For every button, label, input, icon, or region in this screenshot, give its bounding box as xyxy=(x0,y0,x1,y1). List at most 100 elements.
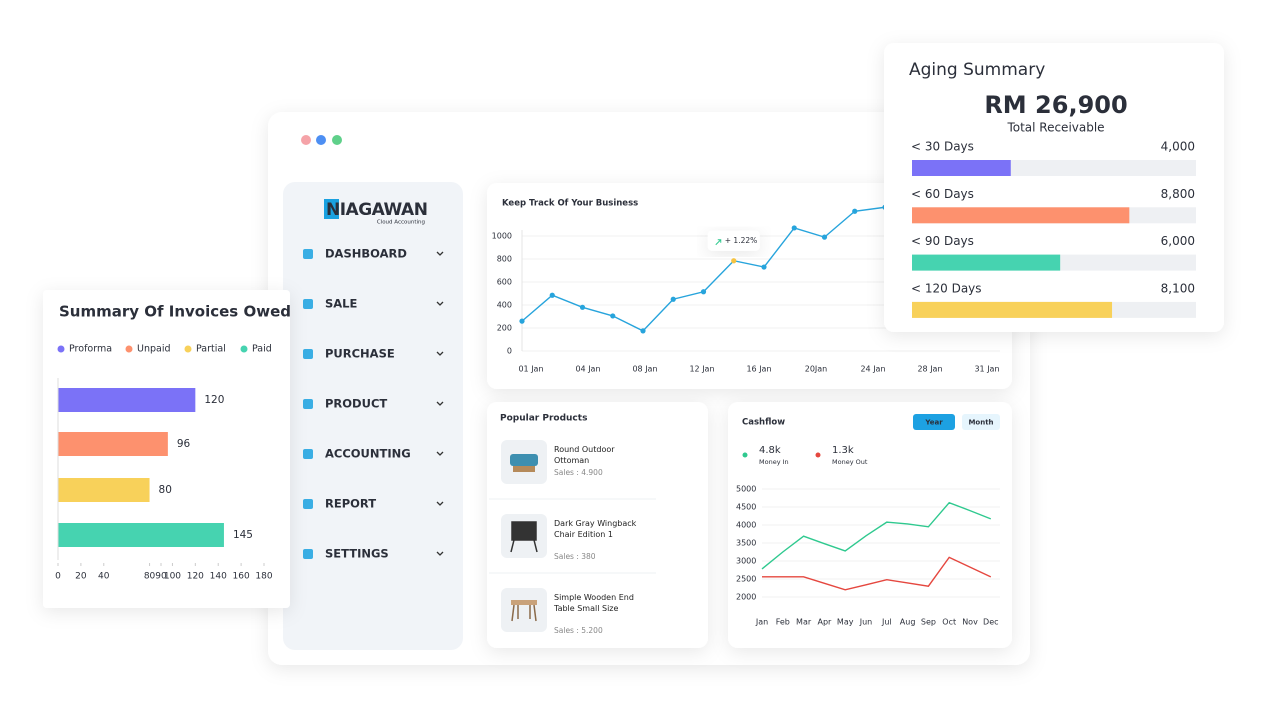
product-sales: Sales : 380 xyxy=(554,552,596,561)
chevron xyxy=(436,551,444,556)
value-label: 120 xyxy=(204,394,224,406)
bar xyxy=(58,478,150,502)
x-tick-label: Aug xyxy=(900,618,916,627)
chevron xyxy=(436,301,444,306)
ottoman-legs xyxy=(513,466,535,472)
x-tick-label: Mar xyxy=(796,618,812,627)
y-tick-label: 400 xyxy=(497,301,512,310)
point xyxy=(821,234,828,240)
chevron xyxy=(436,501,444,506)
window-dot xyxy=(316,135,326,145)
table-top xyxy=(511,600,537,605)
total: RM 26,900 xyxy=(984,91,1127,119)
x-tick-label: 08 Jan xyxy=(632,365,657,374)
value-label: 4,000 xyxy=(1161,140,1195,154)
x-tick-label: 31 Jan xyxy=(974,365,999,374)
bar xyxy=(912,207,1130,224)
x-tick-label: 28 Jan xyxy=(917,365,942,374)
legend-total: 1.3k xyxy=(832,445,854,456)
x-tick-label: Feb xyxy=(776,618,790,627)
x-tick-label: Sep xyxy=(921,618,936,627)
legend-label: Proforma xyxy=(69,344,112,355)
y-tick-label: 0 xyxy=(507,347,512,356)
tab[interactable] xyxy=(913,414,955,430)
legend-label: Paid xyxy=(252,344,272,355)
point xyxy=(579,304,586,310)
menu-icon xyxy=(303,449,313,459)
row-label: < 30 Days xyxy=(911,140,974,154)
menu-icon xyxy=(303,399,313,409)
tab-label: Year xyxy=(924,419,943,427)
legend-dot xyxy=(240,345,248,353)
x-tick-label: 140 xyxy=(210,572,227,582)
window-dot xyxy=(332,135,342,145)
legend-label: Unpaid xyxy=(137,344,171,355)
row-label: < 120 Days xyxy=(911,281,982,295)
y-tick-label: 2500 xyxy=(736,575,756,584)
bar xyxy=(58,432,168,456)
ottoman xyxy=(510,454,538,466)
annotation-arrow xyxy=(715,239,722,246)
x-tick-label: 01 Jan xyxy=(518,365,543,374)
x-tick-label: 0 xyxy=(55,572,61,582)
menu-icon xyxy=(303,499,313,509)
x-tick-label: 12 Jan xyxy=(689,365,714,374)
window-dot xyxy=(301,135,311,145)
point xyxy=(731,258,737,264)
x-tick-label: Apr xyxy=(817,618,832,627)
product-name: Round Outdoor Ottoman xyxy=(554,445,615,465)
row-label: < 60 Days xyxy=(911,187,974,201)
x-tick-label: 04 Jan xyxy=(575,365,600,374)
menu-item: ACCOUNTING xyxy=(325,447,411,461)
x-tick-label: 40 xyxy=(98,572,110,582)
row-label: < 90 Days xyxy=(911,234,974,248)
point xyxy=(549,292,555,298)
logo: NIAGAWAN xyxy=(326,200,427,220)
y-tick-label: 2000 xyxy=(736,593,756,602)
value-label: 6,000 xyxy=(1161,234,1195,248)
point xyxy=(791,225,797,231)
menu-icon xyxy=(303,249,313,259)
point xyxy=(640,328,646,334)
menu-icon xyxy=(303,349,313,359)
chart-title: Summary Of Invoices Owed xyxy=(59,303,291,321)
menu-item: DASHBOARD xyxy=(325,247,407,261)
subtitle: Total Receivable xyxy=(1006,121,1104,135)
menu-icon xyxy=(303,299,313,309)
legend-label: Partial xyxy=(196,344,226,355)
x-tick-label: May xyxy=(837,618,854,627)
legend-total: 4.8k xyxy=(759,445,781,456)
legend-label: Money Out xyxy=(832,458,868,466)
point xyxy=(519,318,525,324)
sidebar xyxy=(283,182,463,650)
y-tick-label: 1000 xyxy=(492,232,512,241)
y-tick-label: 3500 xyxy=(736,539,756,548)
tab[interactable] xyxy=(962,414,1000,430)
x-tick-label: 20 xyxy=(75,572,87,582)
chart-title: Cashflow xyxy=(742,418,785,428)
legend-dot xyxy=(742,452,748,458)
chevron xyxy=(436,351,444,356)
value-label: 80 xyxy=(159,484,172,496)
bar xyxy=(58,388,196,412)
y-tick-label: 3000 xyxy=(736,557,756,566)
legend-dot xyxy=(125,345,133,353)
point xyxy=(610,313,616,319)
legend-dot xyxy=(815,452,821,458)
annotation-box xyxy=(707,230,760,251)
value-label: 8,800 xyxy=(1161,187,1195,201)
menu-item: SALE xyxy=(325,297,358,311)
x-tick-label: 90 xyxy=(155,572,167,582)
x-tick-label: Nov xyxy=(962,618,978,627)
point xyxy=(700,289,707,295)
point xyxy=(761,264,767,270)
product-name: Simple Wooden End Table Small Size xyxy=(554,593,634,613)
x-tick-label: 80 xyxy=(144,572,156,582)
x-tick-label: Oct xyxy=(942,618,956,627)
chevron xyxy=(436,401,444,406)
product-sales: Sales : 5.200 xyxy=(554,626,603,635)
x-tick-label: 100 xyxy=(164,572,181,582)
y-tick-label: 800 xyxy=(497,255,512,264)
annotation: + 1.22% xyxy=(725,236,758,245)
